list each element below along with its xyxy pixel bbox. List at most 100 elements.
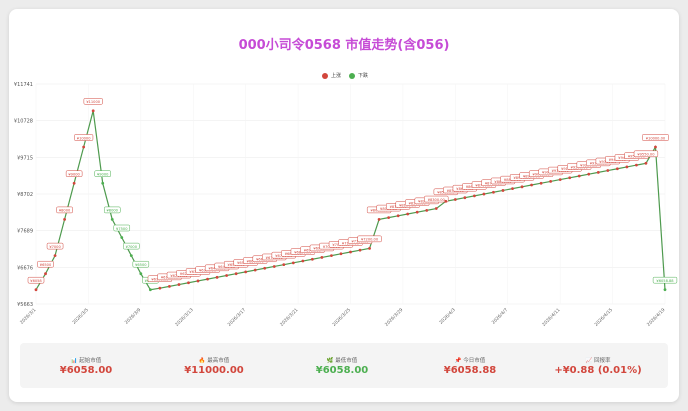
data-label-box <box>132 260 150 268</box>
data-point <box>215 275 219 279</box>
data-label-box <box>424 195 449 203</box>
legend-item-down[interactable]: 下跌 <box>349 72 368 79</box>
data-label: ¥8000 <box>107 209 119 213</box>
data-label-box <box>642 134 669 141</box>
data-point <box>635 163 638 167</box>
y-tick-label: ¥9715 <box>17 155 33 161</box>
data-point <box>206 277 209 281</box>
data-point <box>330 254 333 258</box>
chart-card <box>9 9 679 402</box>
y-tick-label: ¥8702 <box>17 192 33 198</box>
data-label-box <box>94 170 111 177</box>
stat-high-label: 🔥 最高市值 <box>198 358 230 364</box>
data-point <box>453 198 457 201</box>
data-point <box>615 167 619 171</box>
stat-high-value: ¥11000.00 <box>184 365 244 376</box>
data-point <box>129 254 133 258</box>
data-label-box <box>113 224 131 232</box>
data-label: ¥10000.00 <box>646 136 666 140</box>
data-label-box <box>46 242 64 250</box>
legend-item-up[interactable]: 上涨 <box>322 72 341 79</box>
y-tick-label: ¥11741 <box>14 82 33 88</box>
data-point <box>377 218 381 221</box>
data-point <box>539 181 543 185</box>
data-point <box>406 212 410 216</box>
data-point <box>272 265 276 268</box>
stat-today-label: 📌 今日市值 <box>454 358 486 364</box>
data-point <box>34 288 38 292</box>
data-point <box>387 216 391 219</box>
data-label: ¥10000 <box>77 136 91 140</box>
x-tick-label: 2026/3/25 <box>331 307 352 328</box>
legend-up-marker <box>322 72 328 79</box>
legend-down-marker <box>349 72 356 79</box>
data-point <box>177 283 181 286</box>
stat-low-label: 🌿 最低市值 <box>326 358 358 364</box>
data-point <box>587 172 591 176</box>
data-point <box>196 279 200 283</box>
data-label-box <box>56 206 73 214</box>
y-tick-label: ¥5663 <box>17 302 33 308</box>
data-point <box>63 218 66 221</box>
data-point <box>530 183 533 187</box>
data-label: ¥7200.00 <box>361 238 379 242</box>
x-tick-label: 2026/4/15 <box>593 307 614 328</box>
data-point <box>482 192 486 196</box>
x-tick-label: 2026/3/13 <box>174 307 195 328</box>
data-point <box>511 187 514 191</box>
data-point <box>472 194 476 198</box>
data-point <box>148 288 152 292</box>
data-point <box>663 288 667 292</box>
data-point <box>558 178 562 181</box>
data-label-box <box>103 206 121 214</box>
x-tick-label: 2026/4/19 <box>646 307 667 328</box>
legend-down-label: 下跌 <box>358 73 369 79</box>
data-label: ¥6500 <box>40 263 52 267</box>
data-point <box>501 189 505 192</box>
data-label-box <box>633 150 659 158</box>
data-label-box <box>83 98 103 105</box>
data-point <box>415 210 419 214</box>
data-label: ¥7500 <box>116 227 128 231</box>
data-label: ¥9550.00 <box>637 153 655 157</box>
data-point <box>339 252 343 256</box>
data-point <box>168 284 171 288</box>
data-point <box>44 272 47 276</box>
stat-start-label: 📊 起始市值 <box>70 358 102 364</box>
leaf-icon: 🌿 <box>326 358 334 364</box>
data-label-box <box>27 276 45 284</box>
data-point <box>463 196 467 200</box>
x-tick-label: 2026/3/5 <box>71 307 90 326</box>
data-point <box>282 263 286 267</box>
stat-low-value: ¥6058.00 <box>315 365 369 376</box>
data-point <box>225 274 229 277</box>
data-point <box>549 180 553 183</box>
legend-up-label: 上涨 <box>331 73 342 79</box>
fire-icon: 🔥 <box>198 358 206 364</box>
pin-icon: 📌 <box>454 358 462 364</box>
data-point <box>349 250 352 254</box>
x-tick-label: 2026/3/29 <box>384 307 405 328</box>
data-point <box>596 170 600 174</box>
data-label-box <box>74 134 94 141</box>
data-point <box>310 257 314 261</box>
data-point <box>253 268 257 272</box>
stats-panel: 📊 起始市值 ¥6058.00 🔥 最高市值 ¥11000.00 🌿 最低市值 … <box>20 343 668 388</box>
data-point <box>110 218 114 221</box>
data-point <box>320 256 324 259</box>
data-label: ¥7000 <box>126 245 138 249</box>
data-label: ¥6058.88 <box>656 279 674 283</box>
data-point <box>263 266 267 270</box>
data-point <box>291 261 295 265</box>
data-label: ¥6500 <box>135 263 147 267</box>
data-point <box>606 169 610 172</box>
data-point <box>158 286 162 290</box>
y-tick-label: ¥10728 <box>14 119 33 125</box>
data-label-box <box>652 276 678 284</box>
trend-up-icon: 📈 <box>585 358 593 364</box>
data-point <box>72 181 76 185</box>
data-point <box>625 165 629 169</box>
data-point <box>301 259 305 263</box>
data-label: ¥7000 <box>49 245 61 249</box>
data-point <box>82 145 86 149</box>
